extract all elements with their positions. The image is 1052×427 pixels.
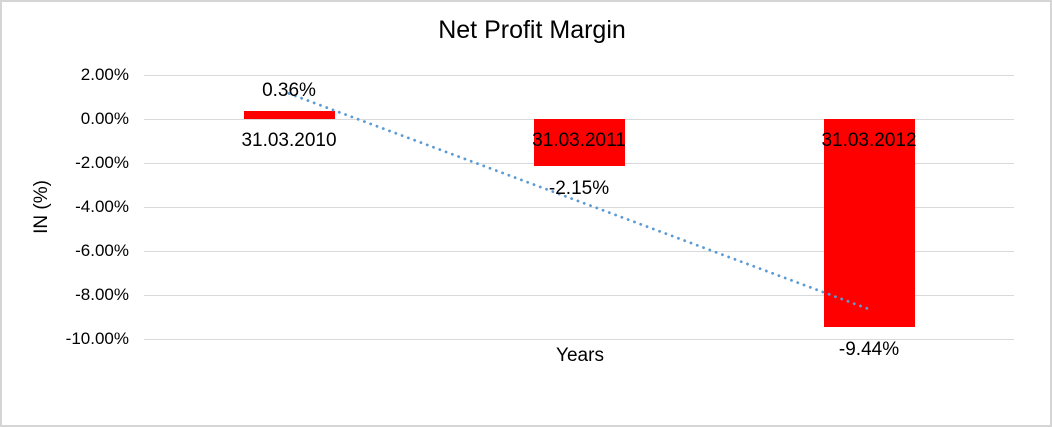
gridline	[144, 338, 1014, 340]
category-label: 31.03.2010	[241, 130, 337, 151]
y-tick-label: -10.00%	[65, 329, 129, 348]
chart-title: Net Profit Margin	[438, 16, 626, 44]
y-tick-label: 0.00%	[80, 109, 129, 128]
data-label: -9.44%	[838, 338, 900, 360]
bar-31.03.2010	[243, 111, 335, 119]
x-axis-title: Years	[556, 345, 604, 366]
y-tick-label: -2.00%	[75, 153, 129, 172]
data-label: -2.15%	[548, 178, 610, 200]
category-label: 31.03.2011	[532, 130, 626, 151]
y-tick-label: -4.00%	[75, 197, 129, 216]
gridline	[144, 74, 1014, 76]
y-tick-label: -8.00%	[75, 285, 129, 304]
data-label: 0.36%	[262, 80, 316, 102]
y-tick-label: 2.00%	[80, 65, 129, 84]
y-tick-label: -6.00%	[75, 241, 129, 260]
category-label: 31.03.2012	[821, 130, 917, 151]
